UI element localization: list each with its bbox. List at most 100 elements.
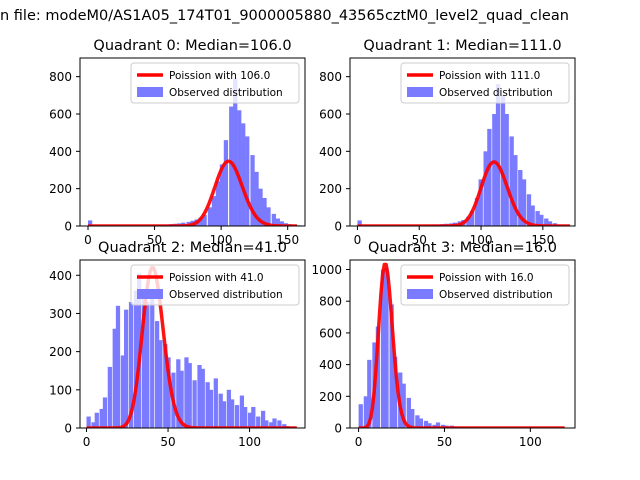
histogram-bar (150, 298, 155, 428)
histogram-bar (544, 218, 549, 226)
histogram-bar (513, 155, 518, 226)
poisson-curve (356, 160, 571, 226)
axes-frame (349, 57, 576, 227)
x-tick-label: 100 (519, 435, 542, 449)
x-tick-label: 0 (84, 233, 92, 247)
histogram-bar (521, 179, 527, 226)
histogram-bar (230, 399, 235, 428)
subplot-quadrant-2: 0 50 100 0 100 200 300 400 Poission with 41.0 Obs… (49, 240, 306, 449)
histogram-bar (380, 269, 386, 428)
legend-label-observed: Observed distribution (439, 87, 553, 99)
x-tick-label: 0 (355, 435, 363, 449)
histogram-bar (474, 198, 480, 226)
histogram-bar (192, 380, 197, 428)
histogram-bar (504, 114, 509, 226)
x-tick-label: 50 (160, 435, 175, 449)
histogram-bar (275, 218, 280, 226)
histogram-bar (102, 397, 108, 428)
histogram-bar (155, 321, 160, 428)
histogram-bar (107, 366, 112, 428)
legend-box (400, 264, 570, 306)
histogram-bar (535, 211, 540, 226)
legend: Poission with 106.0 Observed distribution (130, 62, 300, 104)
axes-frame (79, 57, 306, 227)
histogram-bar (254, 171, 259, 226)
legend-swatch-observed (407, 87, 433, 97)
histogram-bar (247, 412, 253, 428)
histogram-bar (133, 290, 139, 428)
histogram-bar (272, 418, 277, 428)
histogram-bar (518, 170, 523, 226)
histogram-bar (163, 344, 168, 428)
histogram-bar (197, 365, 202, 428)
histogram-bar (128, 302, 134, 428)
histogram-bar (233, 78, 238, 226)
x-tick-label: 150 (531, 233, 554, 247)
axes-frame (349, 259, 576, 429)
y-tick-label: 100 (49, 383, 72, 397)
y-tick-label: 800 (319, 70, 342, 84)
histogram-bar (112, 328, 117, 428)
histogram-bar (478, 179, 483, 226)
y-tick-label: 200 (49, 345, 72, 359)
histogram-bar (271, 213, 276, 226)
histogram-bar (215, 181, 221, 226)
histogram-bar (229, 106, 234, 226)
y-tick-label: 600 (49, 108, 72, 122)
y-tick-label: 0 (64, 422, 72, 436)
legend: Poission with 16.0 Observed distribution (400, 264, 570, 306)
histogram-bar (87, 220, 93, 226)
subplot-quadrant-0: 0 50 100 150 0 200 400 600 800 Poission with 106.… (49, 38, 306, 247)
histogram-bar (423, 420, 429, 428)
y-tick-label: 600 (319, 326, 342, 340)
legend-label-observed: Observed distribution (169, 87, 283, 99)
histogram-bar (375, 326, 381, 428)
poisson-curve (87, 159, 298, 226)
histogram-bar (141, 298, 147, 428)
histogram-bar (547, 221, 553, 226)
histogram-bar (469, 211, 475, 226)
histogram-bar (277, 420, 282, 428)
histogram-bar (184, 357, 189, 428)
x-tick-label: 150 (276, 233, 299, 247)
histogram-bar (200, 368, 205, 428)
histogram-bar (237, 110, 242, 226)
x-tick-label: 0 (354, 233, 362, 247)
histogram-bar (264, 420, 269, 428)
histogram-bar (539, 214, 544, 226)
histogram-bar (282, 424, 287, 428)
histogram-bar (179, 370, 184, 428)
legend-label-poisson: Poission with 106.0 (169, 70, 270, 82)
histogram-bar (120, 355, 125, 428)
histogram-bar (358, 404, 363, 428)
y-tick-label: 400 (319, 145, 342, 159)
x-tick-label: 50 (412, 233, 427, 247)
histogram-bar (243, 407, 248, 428)
histogram-bar (226, 389, 231, 428)
histogram-bar (495, 84, 501, 226)
histogram-bar (187, 363, 192, 428)
x-tick-label: 50 (437, 435, 452, 449)
histogram-bar (234, 405, 240, 428)
y-tick-label: 0 (64, 220, 72, 234)
histogram-bar (483, 151, 488, 226)
histogram-bar (530, 205, 535, 226)
x-tick-label: 100 (238, 435, 261, 449)
histogram-bar (427, 423, 432, 428)
histogram-bar (166, 357, 171, 428)
legend-swatch-observed (137, 87, 163, 97)
histogram-bar (262, 198, 267, 226)
subplot-title: Quadrant 1: Median=111.0 (363, 38, 561, 54)
x-tick-label: 100 (210, 233, 233, 247)
x-tick-label: 100 (470, 233, 493, 247)
legend-box (130, 264, 300, 306)
histogram-bar (221, 401, 227, 428)
histogram-bar (250, 155, 255, 226)
y-tick-label: 0 (334, 422, 342, 436)
subplot-title: Quadrant 3: Median=16.0 (368, 240, 557, 256)
histogram-bar (115, 305, 121, 428)
histogram-bar (363, 396, 369, 428)
legend-swatch-observed (137, 289, 163, 299)
